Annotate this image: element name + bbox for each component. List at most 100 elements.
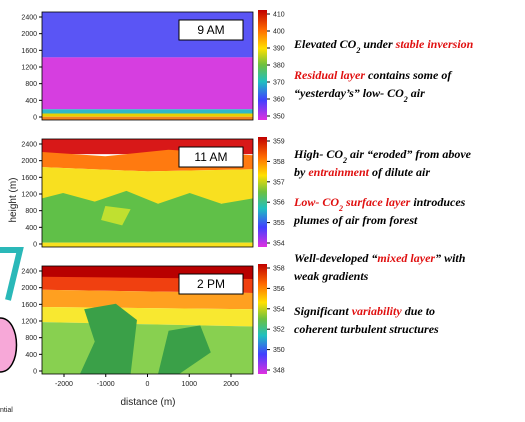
y-axis-label: height (m) <box>8 177 19 222</box>
y-tick-label: 0 <box>33 242 37 249</box>
field-region <box>42 109 253 113</box>
annotation: “yesterday’s” low- CO2 air <box>294 86 425 104</box>
y-tick-label: 2400 <box>21 142 37 149</box>
annotation-segment: mixed layer <box>377 251 435 265</box>
y-tick-label: 1600 <box>21 48 37 55</box>
annotation: Elevated CO2 under stable inversion <box>293 37 474 55</box>
annotation-segment: variability <box>352 304 403 318</box>
field-region <box>42 243 253 247</box>
field-region <box>42 57 253 109</box>
annotation: weak gradients <box>294 269 369 283</box>
panel: 2400 2000 1600 1200 800 400 0 11 AM 359 358 357 356… <box>21 137 284 249</box>
annotation-segment: contains some of <box>365 68 452 82</box>
colorbar <box>258 10 267 120</box>
annotation: coherent turbulent structures <box>294 322 439 336</box>
panel: 2400 2000 1600 1200 800 400 0 2 PM 358 356 354 352 3… <box>21 264 284 388</box>
colorbar-tick-label: 410 <box>273 12 285 19</box>
colorbar <box>258 264 267 374</box>
annotation-segment: surface layer <box>343 195 411 209</box>
y-tick-label: 1200 <box>21 192 37 199</box>
annotation: Low- CO2 surface layer introduces <box>293 195 466 213</box>
colorbar-tick-label: 352 <box>273 327 285 334</box>
annotation-segment: Well-developed “ <box>294 251 377 265</box>
y-tick-label: 800 <box>25 81 37 88</box>
y-tick-label: 400 <box>25 352 37 359</box>
y-tick-label: 0 <box>33 369 37 376</box>
annotation: High- CO2 air “eroded” from above <box>293 147 472 165</box>
y-tick-label: 400 <box>25 98 37 105</box>
annotation-segment: ” with <box>435 251 466 265</box>
colorbar-tick-label: 358 <box>273 159 285 166</box>
field-region <box>42 114 253 117</box>
annotation: Significant variability due to <box>294 304 435 318</box>
annotation-segment: due to <box>402 304 435 318</box>
annotation: Residual layer contains some of <box>293 68 452 82</box>
y-tick-label: 2000 <box>21 158 37 165</box>
x-axis-label: distance (m) <box>120 397 175 408</box>
annotation-segment: introduces <box>410 195 465 209</box>
colorbar-tick-label: 370 <box>273 80 285 87</box>
panel: 2400 2000 1600 1200 800 400 0 9 AM 410 400 390 380 3… <box>21 10 284 122</box>
colorbar-tick-label: 380 <box>273 63 285 70</box>
y-tick-label: 2000 <box>21 285 37 292</box>
colorbar-tick-label: 358 <box>273 266 285 273</box>
x-tick-label: 0 <box>146 381 150 388</box>
colorbar-tick-label: 359 <box>273 139 285 146</box>
annotation-segment: plumes of air from forest <box>293 213 418 227</box>
annotation-segment: Low- CO <box>293 195 339 209</box>
edge-text: ntial <box>0 407 13 414</box>
colorbar-tick-label: 360 <box>273 97 285 104</box>
y-tick-label: 2400 <box>21 15 37 22</box>
annotation-segment: stable inversion <box>395 37 474 51</box>
colorbar-tick-label: 348 <box>273 368 285 375</box>
annotation-segment: under <box>360 37 395 51</box>
y-tick-label: 800 <box>25 208 37 215</box>
annotation-segment: weak gradients <box>294 269 369 283</box>
colorbar-tick-label: 357 <box>273 179 285 186</box>
colorbar <box>258 137 267 247</box>
y-tick-label: 1200 <box>21 319 37 326</box>
annotation: plumes of air from forest <box>293 213 418 227</box>
time-label: 9 AM <box>197 23 224 37</box>
annotation-segment: of dilute air <box>369 165 430 179</box>
colorbar-tick-label: 356 <box>273 200 285 207</box>
annotation: by entrainment of dilute air <box>294 165 430 179</box>
field-region <box>42 117 253 120</box>
y-tick-label: 1600 <box>21 302 37 309</box>
time-label: 2 PM <box>197 277 225 291</box>
annotation-segment: “yesterday’s” low- CO <box>294 86 404 100</box>
y-tick-label: 2400 <box>21 269 37 276</box>
annotation-segment: entrainment <box>308 165 369 179</box>
annotation-segment: High- CO <box>293 147 343 161</box>
colorbar-tick-label: 354 <box>273 306 285 313</box>
annotation-segment: by <box>294 165 308 179</box>
colorbar-tick-label: 390 <box>273 46 285 53</box>
x-tick-label: -2000 <box>55 381 73 388</box>
y-tick-label: 0 <box>33 115 37 122</box>
annotation-segment: Elevated CO <box>293 37 357 51</box>
figure: ntial height (m) distance (m) 2400 2000 16… <box>0 0 525 422</box>
annotation-segment: coherent turbulent structures <box>294 322 439 336</box>
x-tick-label: 2000 <box>223 381 239 388</box>
annotation-segment: air <box>408 86 425 100</box>
edge-shape <box>0 250 20 300</box>
edge-shape <box>0 318 17 372</box>
annotation-segment: air “eroded” from above <box>347 147 472 161</box>
y-tick-label: 400 <box>25 225 37 232</box>
colorbar-tick-label: 350 <box>273 114 285 121</box>
y-tick-label: 800 <box>25 335 37 342</box>
colorbar-tick-label: 400 <box>273 29 285 36</box>
field-region <box>42 322 253 374</box>
x-tick-label: -1000 <box>97 381 115 388</box>
time-label: 11 AM <box>194 150 227 164</box>
annotation-segment: Significant <box>294 304 352 318</box>
colorbar-tick-label: 350 <box>273 347 285 354</box>
colorbar-tick-label: 354 <box>273 241 285 248</box>
y-tick-label: 1600 <box>21 175 37 182</box>
y-tick-label: 2000 <box>21 31 37 38</box>
colorbar-tick-label: 355 <box>273 220 285 227</box>
x-tick-label: 1000 <box>181 381 197 388</box>
y-tick-label: 1200 <box>21 65 37 72</box>
annotation-segment: Residual layer <box>293 68 365 82</box>
colorbar-tick-label: 356 <box>273 286 285 293</box>
